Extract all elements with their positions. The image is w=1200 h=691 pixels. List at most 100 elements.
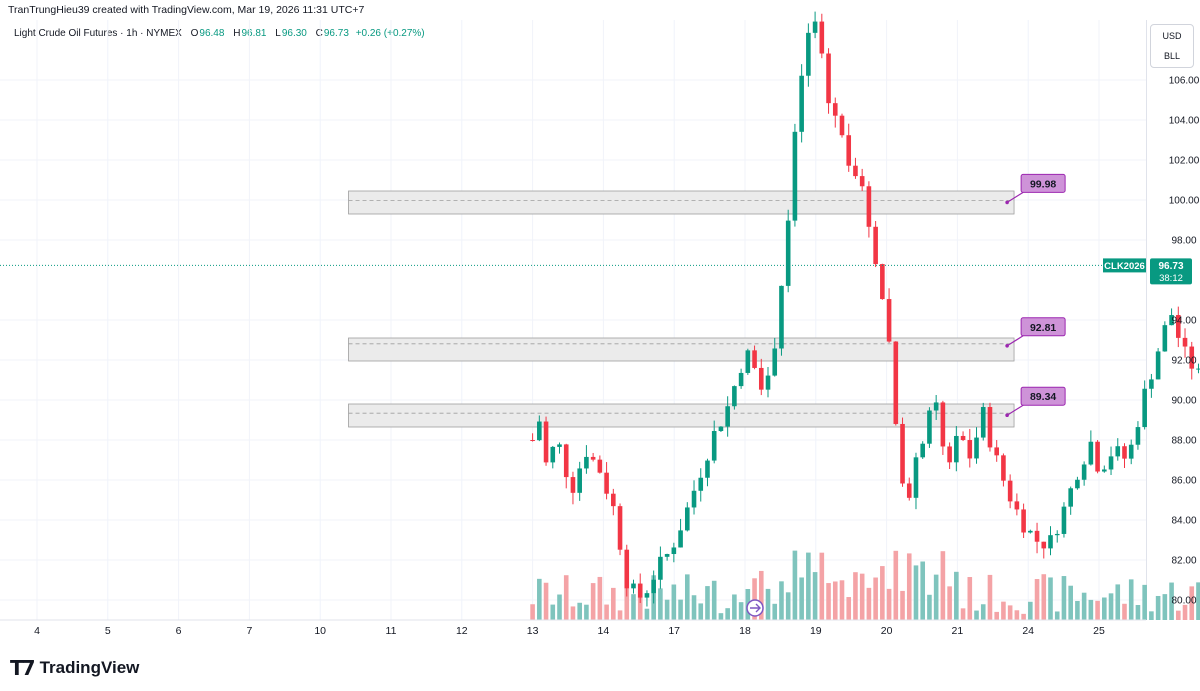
volume-bar (651, 575, 656, 620)
chart-credit: TranTrungHieu39 created with TradingView… (8, 4, 365, 16)
price-zone (348, 190, 1015, 215)
candle-body (974, 437, 979, 459)
volume-bar (785, 592, 791, 620)
candle-body (994, 447, 999, 456)
volume-bar (933, 574, 939, 620)
zone-price-label (1020, 173, 1066, 193)
close-label: C (315, 28, 323, 39)
volume-bar (758, 570, 764, 620)
price-zone (348, 403, 1015, 428)
candle-body (563, 444, 569, 478)
candle-body (819, 21, 825, 54)
candle-body (1068, 488, 1073, 507)
candle-body (927, 410, 932, 444)
volume-bar (1095, 600, 1100, 620)
volume-bar (880, 566, 885, 620)
candle-body (987, 407, 993, 448)
volume-bar (1102, 597, 1107, 620)
symbol-tag-text: CLK2026 (1104, 261, 1145, 272)
volume-bar (570, 606, 576, 620)
volume-bar (664, 599, 670, 620)
open-label: O (190, 28, 199, 39)
time-tick-label: 24 (1022, 625, 1034, 637)
volume-bar (994, 611, 999, 620)
scroll-to-realtime-icon[interactable] (746, 599, 764, 617)
zone-price-label-text: 92.81 (1030, 322, 1056, 334)
candle-body (785, 220, 791, 286)
volume-bar (772, 603, 778, 620)
volume-bar (947, 586, 952, 620)
candle-body (1034, 530, 1040, 542)
time-tick-label: 13 (527, 625, 539, 637)
volume-bar (954, 571, 959, 620)
volume-bar (980, 604, 986, 620)
volume-bar (866, 587, 872, 620)
volume-bar (705, 586, 710, 620)
volume-bar (718, 613, 724, 620)
candle-body (537, 421, 542, 441)
volume-bar (960, 608, 966, 620)
time-tick-label: 4 (34, 625, 40, 637)
candle-body (947, 446, 952, 463)
volume-bar (893, 550, 899, 620)
candlestick-series (530, 11, 1200, 607)
candle-body (678, 530, 683, 548)
currency-unit-selector[interactable]: USD BLL (1150, 24, 1194, 68)
candle-body (1115, 446, 1121, 457)
tradingview-logo[interactable]: T7 TradingView (10, 656, 139, 680)
candle-body (900, 423, 905, 484)
volume-bar (691, 595, 697, 620)
candle-body (980, 407, 986, 438)
volume-bar (637, 596, 643, 620)
candle-body (940, 402, 946, 447)
time-tick-label: 17 (668, 625, 680, 637)
chart-grid (0, 20, 1146, 620)
zone-price-labels: 99.98 92.81 89.34 (1005, 173, 1066, 418)
close-value: 96.73 (323, 28, 349, 39)
candle-body (799, 75, 804, 132)
candle-body (543, 421, 549, 463)
zone-price-label (1020, 317, 1066, 337)
zone-price-label-text: 89.34 (1030, 391, 1056, 403)
volume-bar (819, 552, 825, 620)
symbol-title[interactable]: Light Crude Oil Futures · 1h · NYMEX (14, 28, 182, 39)
candle-body (550, 446, 556, 463)
candle-body (853, 165, 858, 177)
volume-bar (543, 582, 549, 620)
open-value: 96.48 (199, 28, 225, 39)
candle-body (1028, 530, 1033, 533)
candle-body (597, 459, 603, 473)
candle-body (873, 226, 878, 265)
candle-body (792, 131, 798, 221)
volume-bar (1041, 574, 1047, 620)
volume-bar (906, 553, 912, 620)
change-value: +0.26 (+0.27%) (355, 28, 425, 39)
candle-body (806, 32, 811, 76)
candle-body (617, 506, 623, 550)
low-value: 96.30 (281, 28, 307, 39)
candle-body (866, 186, 872, 227)
time-tick-label: 18 (739, 625, 751, 637)
volume-bar (806, 552, 811, 620)
volume-bar (584, 604, 589, 620)
candle-body (738, 372, 744, 387)
volume-bar (927, 594, 932, 620)
volume-bar (1061, 576, 1067, 620)
candle-body (577, 468, 582, 493)
support-resistance-zones (348, 190, 1015, 428)
candle-body (765, 375, 771, 390)
volume-bar (812, 572, 818, 620)
volume-bar (1054, 611, 1060, 620)
volume-bar (745, 589, 751, 620)
volume-bar (1081, 592, 1087, 620)
volume-bar (644, 608, 650, 620)
price-axis[interactable] (1146, 20, 1200, 620)
candle-body (752, 350, 757, 368)
candle-body (839, 115, 845, 136)
candle-body (637, 583, 643, 598)
volume-bar (920, 561, 926, 620)
zone-price-label-text: 99.98 (1030, 178, 1056, 190)
time-tick-label: 14 (598, 625, 610, 637)
candle-body (1048, 535, 1053, 549)
